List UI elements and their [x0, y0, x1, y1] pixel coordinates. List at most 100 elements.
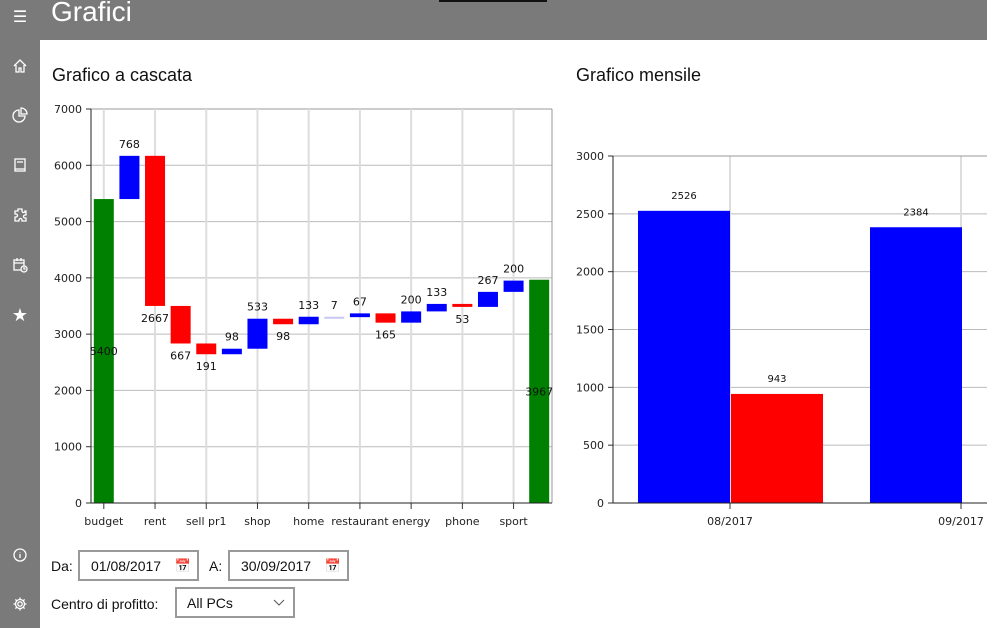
data-label: 943: [767, 374, 786, 385]
x-tick-label: sell pr1: [186, 515, 227, 528]
y-tick-label: 2500: [576, 208, 604, 221]
waterfall-bar: [221, 348, 242, 355]
from-date-value: 01/08/2017: [91, 557, 162, 574]
data-label: 200: [503, 263, 524, 276]
data-label: 3967: [525, 385, 553, 398]
to-date-value: 30/09/2017: [241, 557, 312, 574]
to-date-picker[interactable]: 30/09/2017 📅: [228, 550, 349, 581]
waterfall-title: Grafico a cascata: [52, 65, 193, 85]
waterfall-bar: [503, 280, 524, 292]
data-label: 2526: [671, 191, 696, 202]
calendar-icon: 📅: [324, 558, 341, 573]
sidebar-item-info[interactable]: [0, 537, 40, 573]
data-label: 53: [455, 313, 469, 326]
from-label: Da:: [51, 558, 73, 574]
y-tick-label: 1500: [576, 324, 604, 337]
waterfall-bar: [145, 155, 166, 306]
title-bar: [0, 0, 987, 40]
sidebar-item-favorites[interactable]: ★: [0, 297, 40, 333]
profit-center-value: All PCs: [187, 594, 233, 611]
sidebar-item-plugins[interactable]: [0, 197, 40, 233]
x-tick-label: rent: [144, 515, 167, 528]
hamburger-icon[interactable]: ☰: [12, 7, 28, 26]
y-tick-label: 1000: [576, 381, 604, 394]
book-icon: [14, 158, 26, 172]
data-label: 191: [196, 360, 217, 373]
x-tick-label: sport: [499, 515, 528, 528]
waterfall-bar: [324, 316, 345, 319]
x-tick-label: phone: [445, 515, 480, 528]
data-label: 98: [225, 331, 239, 344]
data-label: 768: [119, 138, 140, 151]
y-tick-label: 0: [597, 497, 604, 510]
x-tick-label: home: [293, 515, 324, 528]
pie-chart-icon: [12, 107, 28, 123]
star-icon: ★: [11, 304, 29, 326]
monthly-bar: [731, 393, 823, 503]
waterfall-bar: [375, 313, 396, 323]
data-label: 2384: [903, 207, 928, 218]
waterfall-bar: [529, 279, 550, 503]
calendar-icon: 📅: [174, 558, 191, 573]
waterfall-bar: [119, 155, 140, 200]
waterfall-bar: [426, 303, 447, 312]
puzzle-icon: [14, 208, 27, 222]
waterfall-bar: [273, 318, 294, 325]
home-icon: [13, 59, 27, 73]
x-tick-label: 09/2017: [938, 515, 984, 528]
info-icon: [13, 548, 27, 562]
x-tick-label: restaurant: [331, 515, 389, 528]
monthly-bar: [638, 210, 730, 504]
x-tick-label: energy: [392, 515, 431, 528]
from-date-picker[interactable]: 01/08/2017 📅: [78, 550, 199, 581]
y-tick-label: 4000: [54, 272, 82, 285]
profit-center-dropdown[interactable]: All PCs: [175, 587, 295, 618]
waterfall-bar: [452, 303, 473, 307]
sidebar: ★: [0, 40, 40, 628]
calendar-clock-icon: [13, 258, 28, 273]
page-title: Grafici: [51, 0, 132, 27]
chevron-down-icon: [273, 599, 285, 606]
monthly-title: Grafico mensile: [576, 65, 702, 85]
data-label: 67: [353, 295, 367, 308]
waterfall-bar: [477, 291, 498, 307]
to-label: A:: [209, 558, 223, 574]
waterfall-bar: [93, 199, 114, 504]
data-label: 98: [276, 330, 290, 343]
data-label: 267: [477, 274, 498, 287]
window-drag-indicator: [439, 0, 547, 2]
gear-icon: [13, 597, 27, 611]
x-tick-label: 08/2017: [707, 515, 753, 528]
y-tick-label: 2000: [576, 266, 604, 279]
sidebar-item-charts[interactable]: [0, 97, 40, 133]
sidebar-item-schedule[interactable]: [0, 247, 40, 283]
data-label: 533: [247, 301, 268, 314]
waterfall-bar: [401, 311, 422, 323]
profit-center-label: Centro di profitto:: [51, 596, 159, 612]
sidebar-item-settings[interactable]: [0, 586, 40, 622]
waterfall-bar: [349, 313, 370, 318]
waterfall-bar: [298, 316, 319, 325]
y-tick-label: 500: [583, 439, 604, 452]
y-tick-label: 6000: [54, 159, 82, 172]
monthly-bar: [870, 227, 962, 503]
data-label: 5400: [90, 345, 118, 358]
data-label: 165: [375, 329, 396, 342]
data-label: 2667: [141, 312, 169, 325]
data-label: 667: [170, 349, 191, 362]
data-label: 200: [401, 293, 422, 306]
x-tick-label: shop: [244, 515, 270, 528]
y-tick-label: 3000: [576, 150, 604, 163]
data-label: 7: [331, 299, 338, 312]
y-tick-label: 7000: [54, 103, 82, 116]
waterfall-bar: [170, 305, 191, 344]
y-tick-label: 5000: [54, 216, 82, 229]
x-tick-label: budget: [84, 515, 124, 528]
sidebar-item-ledger[interactable]: [0, 147, 40, 183]
data-label: 133: [298, 299, 319, 312]
y-tick-label: 3000: [54, 328, 82, 341]
y-tick-label: 0: [75, 497, 82, 510]
sidebar-item-home[interactable]: [0, 48, 40, 84]
y-tick-label: 1000: [54, 441, 82, 454]
